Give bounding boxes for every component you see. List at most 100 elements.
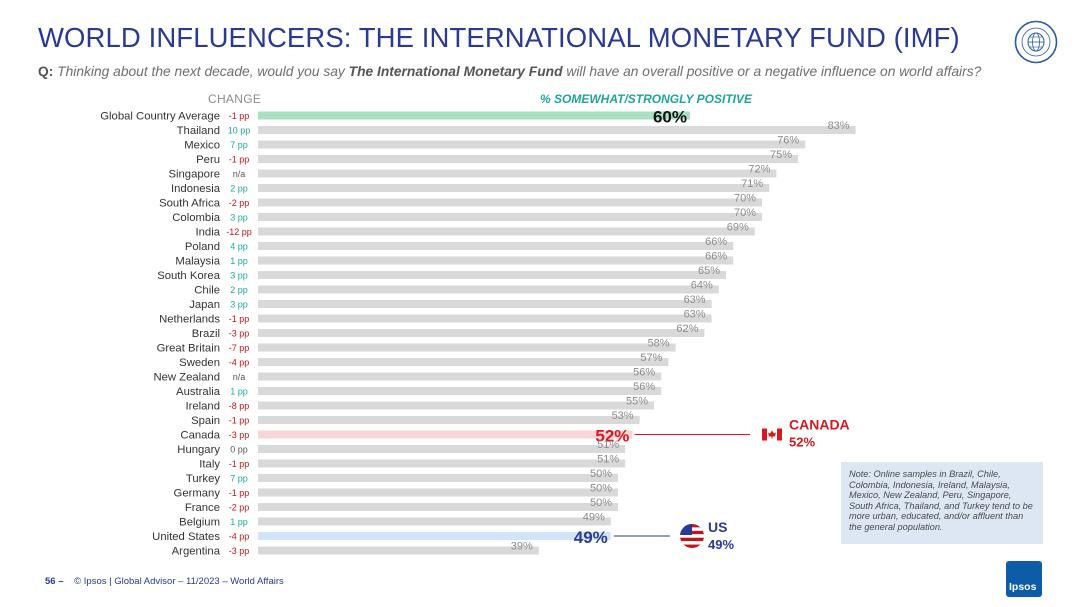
value-label-global-country-average: 60% [653,108,687,127]
question-part1: Thinking about the next decade, would yo… [57,64,345,79]
value-label-great-britain: 58% [648,338,670,350]
change-label-australia: 1 pp [230,387,248,397]
question-subject: The International Monetary Fund [348,64,563,79]
page-number: 56 – [45,576,64,587]
value-label-turkey: 50% [590,468,612,480]
value-label-australia: 56% [633,381,655,393]
bar-australia [258,387,662,395]
country-label-netherlands: Netherlands [159,314,220,326]
value-label-malaysia: 66% [705,251,727,263]
change-label-spain: -1 pp [229,416,250,426]
bar-singapore [258,169,777,178]
country-label-new-zealand: New Zealand [153,372,220,384]
country-label-india: India [196,227,221,239]
country-label-indonesia: Indonesia [171,183,221,195]
canada-flag-right-band [777,428,782,441]
positive-column-header: % SOMEWHAT/STRONGLY POSITIVE [540,92,753,106]
country-label-brazil: Brazil [192,328,220,340]
change-label-south-korea: 3 pp [230,271,248,281]
country-label-poland: Poland [185,241,220,253]
methodology-note: Note: Online samples in Brazil, Chile, C… [841,462,1043,544]
change-label-poland: 4 pp [230,242,248,252]
value-label-france: 50% [590,497,612,509]
value-label-hungary: 51% [597,439,619,451]
change-label-france: -2 pp [229,503,250,513]
value-label-spain: 53% [612,410,634,422]
bar-colombia [258,213,762,221]
bar-spain [258,416,640,424]
value-label-poland: 66% [705,236,727,248]
bar-turkey [258,474,618,482]
bar-hungary [258,445,626,453]
value-label-japan: 63% [684,294,706,306]
value-label-brazil: 62% [676,323,698,335]
change-label-new-zealand: n/a [233,372,246,382]
bar-new-zealand [258,372,662,381]
value-label-indonesia: 71% [741,178,763,190]
value-label-india: 69% [727,222,749,234]
imf-seal-icon [1014,20,1058,64]
value-label-ireland: 55% [626,396,648,408]
question-prefix: Q: [38,64,54,79]
change-label-argentina: -3 pp [229,546,250,556]
bar-malaysia [258,256,734,265]
bar-global-country-average [258,111,690,120]
change-label-india: -12 pp [226,227,252,237]
country-label-singapore: Singapore [168,169,220,181]
change-label-malaysia: 1 pp [230,256,248,266]
bar-indonesia [258,184,770,192]
bar-peru [258,155,798,163]
country-label-mexico: Mexico [184,140,220,152]
bar-sweden [258,358,669,366]
country-label-global-country-average: Global Country Average [100,111,220,123]
change-label-ireland: -8 pp [229,401,250,411]
value-label-united-states: 49% [574,528,608,547]
value-label-germany: 50% [590,483,612,495]
country-label-spain: Spain [191,415,220,427]
bar-thailand [258,126,856,134]
country-label-south-korea: South Korea [157,270,221,282]
change-label-netherlands: -1 pp [229,314,250,324]
value-label-italy: 51% [597,454,619,466]
value-label-new-zealand: 56% [633,367,655,379]
value-label-chile: 64% [691,280,713,292]
value-label-south-korea: 65% [698,265,720,277]
canada-callout-name: CANADA [789,417,850,433]
bar-ireland [258,401,654,410]
bar-india [258,227,755,236]
country-label-turkey: Turkey [186,473,220,485]
change-label-united-states: -4 pp [229,532,250,542]
value-label-singapore: 72% [748,164,770,176]
value-label-sweden: 57% [640,352,662,364]
country-label-italy: Italy [199,459,220,471]
change-label-hungary: 0 pp [230,445,248,455]
change-label-italy: -1 pp [229,459,250,469]
country-label-colombia: Colombia [172,212,220,224]
bar-south-korea [258,271,726,279]
change-label-chile: 2 pp [230,285,248,295]
change-label-colombia: 3 pp [230,213,248,223]
country-label-france: France [185,502,220,514]
value-label-thailand: 83% [828,120,850,132]
country-label-peru: Peru [196,154,220,166]
bar-united-states [258,532,611,540]
canada-flag-left-band [762,428,767,441]
survey-question: Q: Thinking about the next decade, would… [38,64,1068,79]
bar-mexico [258,140,806,149]
bar-france [258,503,618,511]
change-label-singapore: n/a [233,169,246,179]
bar-chile [258,285,719,294]
change-label-south-africa: -2 pp [229,198,250,208]
bar-brazil [258,329,705,337]
page-title: WORLD INFLUENCERS: THE INTERNATIONAL MON… [38,22,960,53]
value-label-canada: 52% [595,427,629,446]
value-label-south-africa: 70% [734,193,756,205]
question-part2: will have an overall positive or a negat… [566,64,982,79]
bar-germany [258,488,618,497]
country-label-japan: Japan [189,299,220,311]
country-label-canada: Canada [180,430,220,442]
value-label-colombia: 70% [734,207,756,219]
ipsos-logo: Ipsos [1006,561,1042,597]
country-label-sweden: Sweden [179,357,220,369]
value-label-netherlands: 63% [684,309,706,321]
